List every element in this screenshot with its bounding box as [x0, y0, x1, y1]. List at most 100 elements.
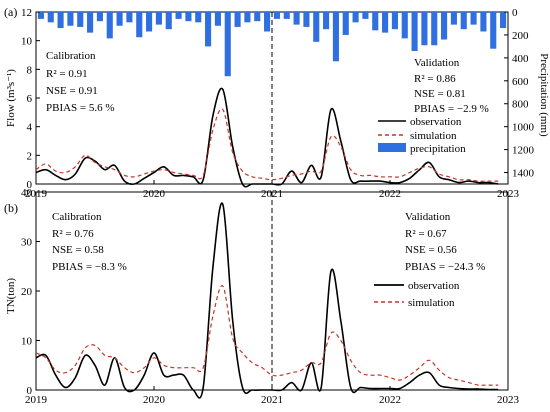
precipitation-bar [421, 12, 428, 46]
y-tick-label: 20 [21, 286, 33, 298]
panel-b-calibration-nse: NSE = 0.58 [52, 244, 104, 256]
precipitation-bar [165, 12, 172, 30]
precipitation-bar [47, 12, 54, 23]
panel-1-plot: 0 10 20 30 40 2019 2020 2021 2022 2023 [21, 187, 520, 406]
precipitation-bar [460, 12, 467, 30]
precipitation-bar [136, 12, 143, 38]
precipitation-bar [490, 12, 497, 49]
precipitation-bar [205, 12, 212, 47]
panel-a-calibration-title: Calibration [46, 50, 96, 62]
series-line-observation [35, 87, 499, 188]
precipitation-bar [224, 12, 231, 77]
y-tick-label: 12 [21, 7, 32, 19]
precipitation-bar [411, 12, 418, 51]
y-tick-label: 10 [21, 336, 33, 348]
series-line-observation [35, 202, 499, 399]
legend-b-simulation-label: simulation [408, 297, 455, 309]
panel-a-calibration-nse: NSE = 0.91 [46, 85, 98, 97]
y2-tick-label: 1400 [512, 168, 535, 180]
precipitation-bar [87, 12, 94, 33]
y2-tick-label: 400 [512, 53, 529, 65]
y-tick-label: 40 [21, 187, 33, 199]
x-tick-label: 2022 [379, 188, 401, 200]
panel-b-validation-r2: R² = 0.67 [405, 228, 447, 240]
y-tick-label: 30 [21, 237, 33, 249]
y-tick-label: 0 [27, 179, 33, 191]
y-tick-label: 4 [27, 122, 33, 134]
legend-observation-label: observation [410, 116, 462, 128]
precipitation-bar [195, 12, 202, 23]
x-tick-label: 2021 [261, 394, 283, 406]
panel-a-calibration-r2: R² = 0.91 [46, 68, 88, 80]
panel-b-validation-stats: Validation R² = 0.67 NSE = 0.56 PBIAS = … [405, 211, 485, 273]
y2-tick-label: 0 [512, 7, 518, 19]
panel-a-validation-stats: Validation R² = 0.86 NSE = 0.81 PBIAS = … [414, 57, 489, 115]
precipitation-bar [264, 12, 271, 32]
precipitation-bar [323, 12, 330, 30]
precipitation-bar [342, 12, 349, 35]
panel-a-label: (a) [4, 5, 17, 19]
precipitation-bar [77, 12, 84, 27]
precipitation-bar [500, 12, 507, 29]
panel-a-calibration-pbias: PBIAS = 5.6 % [46, 102, 115, 114]
precipitation-bar [185, 12, 192, 22]
panel-a: (a) Flow (m³s⁻¹) Precipitation (mm) Cali… [4, 5, 550, 155]
panel-a-calibration-stats: Calibration R² = 0.91 NSE = 0.91 PBIAS =… [46, 50, 115, 114]
precipitation-bar [96, 12, 103, 22]
series-line-simulation [35, 108, 499, 182]
precipitation-bar [450, 12, 457, 25]
y-tick-label: 8 [27, 64, 33, 76]
y2-tick-label: 1200 [512, 145, 535, 157]
panel-b-calibration-r2: R² = 0.76 [52, 228, 94, 240]
x-tick-label: 2019 [25, 394, 48, 406]
legend-precipitation-swatch [378, 143, 406, 152]
x-tick-label: 2022 [379, 394, 401, 406]
precipitation-bar [234, 12, 241, 27]
panel-b-validation-title: Validation [405, 211, 451, 223]
panel-b-ylabel: TN(ton) [5, 278, 17, 314]
x-tick-label: 2020 [143, 188, 166, 200]
precipitation-bar [214, 12, 221, 26]
precipitation-bar [155, 12, 162, 25]
panel-b-calibration-pbias: PBIAS = −8.3 % [52, 261, 127, 273]
panel-a-validation-pbias: PBIAS = −2.9 % [414, 103, 489, 115]
panel-a-validation-title: Validation [414, 57, 460, 69]
precipitation-bar [293, 12, 300, 25]
precipitation-bar [126, 12, 133, 23]
legend-precipitation-label: precipitation [410, 143, 466, 155]
y-tick-label: 10 [21, 36, 33, 48]
precipitation-bar [283, 12, 290, 19]
precipitation-bar [362, 12, 369, 19]
panel-a-ylabel: Flow (m³s⁻¹) [5, 69, 17, 127]
precipitation-bar [470, 12, 477, 25]
precipitation-bar [480, 12, 487, 32]
panel-a-legend: observation simulation precipitation [378, 116, 466, 155]
legend-simulation-label: simulation [410, 130, 457, 142]
panel-b-legend: observation simulation [374, 280, 460, 309]
precipitation-bar [313, 12, 320, 42]
legend-b-observation-label: observation [408, 280, 460, 292]
panel-a-y2label: Precipitation (mm) [538, 53, 550, 137]
panel-a-validation-r2: R² = 0.86 [414, 73, 456, 85]
panel-b-calibration-stats: Calibration R² = 0.76 NSE = 0.58 PBIAS =… [52, 211, 127, 273]
precipitation-bar [441, 12, 448, 40]
precipitation-bar [116, 12, 123, 26]
precipitation-bar [67, 12, 74, 26]
panel-b-label: (b) [4, 201, 18, 215]
panel-b-calibration-title: Calibration [52, 211, 102, 223]
precipitation-bar [382, 12, 389, 33]
y2-tick-label: 800 [512, 99, 529, 111]
y-tick-label: 0 [27, 385, 33, 397]
precipitation-bar [254, 12, 261, 22]
panel-a-validation-nse: NSE = 0.81 [414, 88, 466, 100]
precipitation-bar [303, 12, 310, 27]
precipitation-bar [37, 12, 44, 19]
precipitation-bar [273, 12, 280, 19]
precipitation-bar [431, 12, 438, 46]
panel-b: (b) TN(ton) Calibration R² = 0.76 NSE = … [4, 201, 485, 314]
precipitation-bar [401, 12, 408, 39]
precipitation-bar [106, 12, 113, 39]
precipitation-bar [146, 12, 153, 32]
